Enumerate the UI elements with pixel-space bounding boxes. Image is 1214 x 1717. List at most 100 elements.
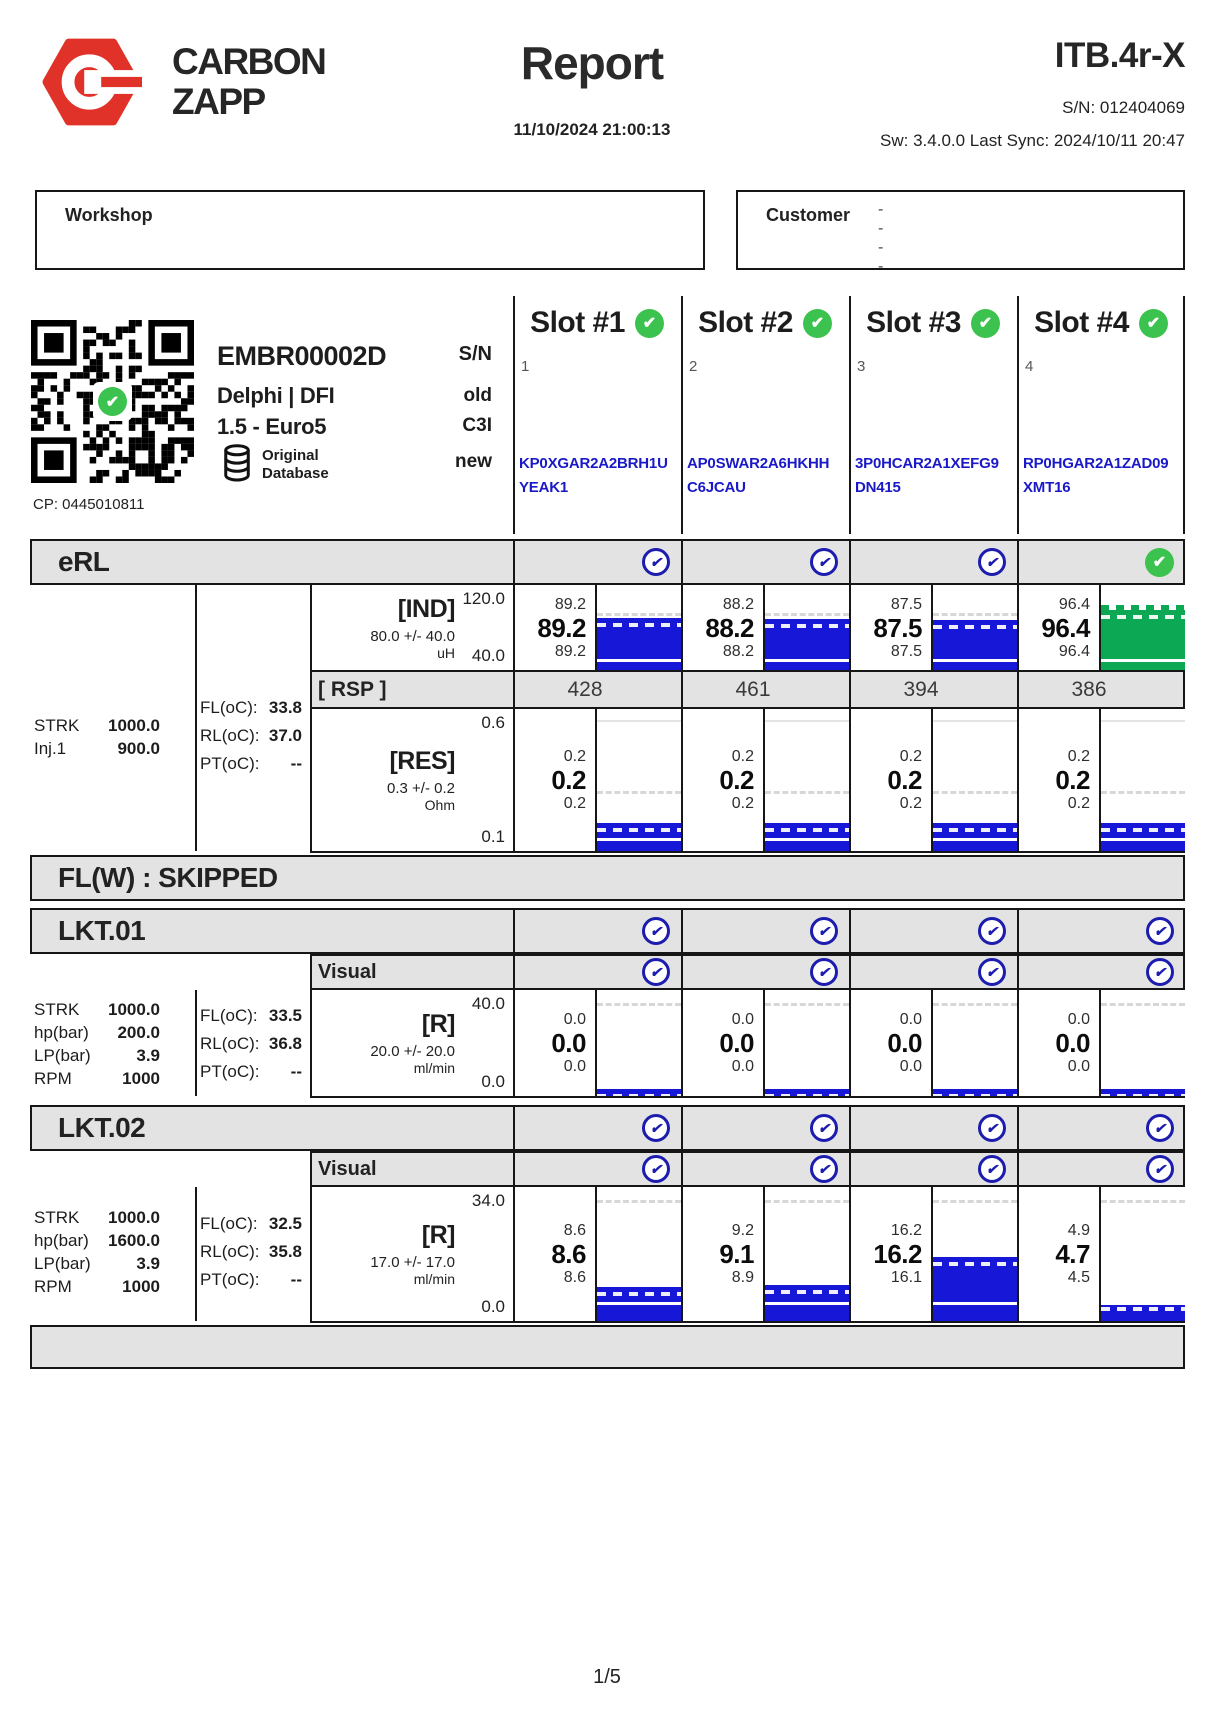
device-model: ITB.4r-X [1054, 36, 1186, 75]
lkt02-r-slot2-bar-chart [763, 1187, 849, 1321]
grid-line [681, 585, 683, 851]
grid-line [1017, 296, 1019, 534]
lkt02-slot4-result: ✔ [1017, 1105, 1185, 1151]
pass-check-icon: ✔ [810, 1155, 838, 1183]
slot2-injector-code: AP0SWAR2A6HKHH C6JCAU [687, 455, 830, 496]
res-name: [RES] [389, 747, 455, 775]
grid-line [195, 990, 197, 1096]
lkt02-r-slot3-bar-chart [931, 1187, 1017, 1321]
pass-check-icon: ✔ [810, 548, 838, 576]
erl-rsp-row [310, 670, 1185, 709]
grid-line [513, 1151, 515, 1187]
slot4-injector-code: RP0HGAR2A1ZAD09 XMT16 [1023, 455, 1169, 496]
grid-line [849, 585, 851, 851]
pass-check-icon: ✔ [642, 958, 670, 986]
erl-ind-slot1-cell: 89.2 89.2 89.2 [513, 585, 681, 670]
lkt01-r-measure-label: 40.0 0.0 [R] 20.0 +/- 20.0 ml/min [310, 990, 513, 1096]
grid-line [681, 670, 683, 709]
pass-check-icon: ✔ [642, 548, 670, 576]
injector-engine: 1.5 - Euro5 [217, 414, 327, 439]
grid-line [1017, 954, 1019, 990]
erl-slot2-result: ✔ [681, 539, 849, 585]
lkt02-visual-label: Visual [318, 1157, 377, 1180]
lkt02-r-slot4-bar-chart [1099, 1187, 1185, 1321]
grid-line [1017, 1187, 1019, 1321]
erl-ind-measure-label: 120.0 40.0 [IND] 80.0 +/- 40.0 uH [310, 585, 513, 670]
r-tolerance: 17.0 +/- 17.0 [370, 1254, 455, 1271]
lkt02-visual-slot2-result: ✔ [681, 1151, 849, 1187]
grid-line [513, 990, 515, 1096]
customer-label: Customer [766, 205, 851, 225]
slot1-header: Slot #1 ✔ [513, 306, 681, 340]
grid-line [513, 908, 515, 954]
database-source-label: Original Database [262, 447, 329, 482]
grid-line [681, 1187, 683, 1321]
lkt02-section-title: LKT.02 [58, 1112, 146, 1143]
lkt01-r-slot2-bar-chart [763, 990, 849, 1096]
grid-line [1017, 1105, 1019, 1151]
erl-section-title: eRL [58, 546, 110, 577]
grid-line [513, 585, 515, 851]
lkt01-visual-slot3-result: ✔ [849, 954, 1017, 990]
grid-line [1017, 1151, 1019, 1187]
slot2-title: Slot #2 [698, 306, 793, 339]
slot2-header: Slot #2 ✔ [681, 306, 849, 340]
lkt01-visual-slot4-result: ✔ [1017, 954, 1185, 990]
r-scale-min: 0.0 [481, 1297, 505, 1316]
grid-line [849, 990, 851, 1096]
erl-res-slot4-cell: 0.2 0.2 0.2 [1017, 709, 1185, 851]
report-datetime: 11/10/2024 21:00:13 [513, 120, 671, 139]
slot3-header: Slot #3 ✔ [849, 306, 1017, 340]
grid-line [513, 1187, 515, 1321]
ind-scale-max: 120.0 [462, 589, 505, 608]
lkt01-slot1-result: ✔ [513, 908, 681, 954]
grid-line [310, 990, 312, 1096]
grid-line [681, 1105, 683, 1151]
res-unit: Ohm [424, 797, 455, 813]
r-name: [R] [421, 1221, 456, 1249]
grid-line [513, 296, 515, 534]
lkt02-slot2-result: ✔ [681, 1105, 849, 1151]
erl-ind-slot2-bar-chart [763, 585, 849, 670]
pass-check-icon: ✔ [810, 958, 838, 986]
pass-check-icon: ✔ [978, 548, 1006, 576]
lkt02-temperatures: FL(oC): 32.5 RL(oC): 35.8 PT(oC): -- [200, 1214, 302, 1289]
grid-line [1183, 296, 1185, 534]
grid-line [513, 954, 515, 990]
pass-check-icon: ✔ [810, 917, 838, 945]
lkt01-slot2-result: ✔ [681, 908, 849, 954]
carbon-zapp-logo-icon [40, 30, 142, 134]
grid-line [310, 851, 1185, 853]
ind-tolerance: 80.0 +/- 40.0 [370, 627, 455, 645]
pass-check-icon: ✔ [1146, 917, 1174, 945]
grid-line [195, 1187, 197, 1321]
lkt02-visual-slot1-result: ✔ [513, 1151, 681, 1187]
lkt02-test-parameters: STRK 1000.0 hp(bar) 1600.0 LP(bar) 3.9 RPM 1… [34, 1208, 160, 1296]
slot3-title: Slot #3 [866, 306, 961, 339]
grid-line [849, 954, 851, 990]
pass-check-icon: ✔ [978, 958, 1006, 986]
grid-line [195, 585, 197, 851]
slot4-header: Slot #4 ✔ [1017, 306, 1185, 340]
erl-res-slot2-cell: 0.2 0.2 0.2 [681, 709, 849, 851]
grid-line [513, 1105, 515, 1151]
lkt01-r-slot1-bar-chart [595, 990, 681, 1096]
flw-section-header: FL(W) : SKIPPED [30, 855, 1185, 901]
grid-line [1017, 908, 1019, 954]
flw-section-title: FL(W) : SKIPPED [58, 862, 278, 893]
res-tolerance: 0.3 +/- 0.2 [387, 780, 455, 797]
lkt01-test-parameters: STRK 1000.0 hp(bar) 200.0 LP(bar) 3.9 RPM 10… [34, 1000, 160, 1088]
r-scale-min: 0.0 [481, 1072, 505, 1091]
slot2-number: 2 [689, 358, 698, 375]
grid-line [681, 1151, 683, 1187]
slot1-title: Slot #1 [530, 306, 625, 339]
rsp-name: [ RSP ] [318, 677, 387, 701]
lkt02-r-slot1-cell: 8.6 8.6 8.6 [513, 1187, 681, 1321]
sn-label: S/N [458, 343, 492, 365]
grid-line [849, 908, 851, 954]
grid-line [310, 1187, 312, 1321]
erl-ind-slot2-cell: 88.2 88.2 88.2 [681, 585, 849, 670]
lkt02-section-header: LKT.02 [30, 1105, 1185, 1151]
ind-name: [IND] [397, 594, 456, 623]
